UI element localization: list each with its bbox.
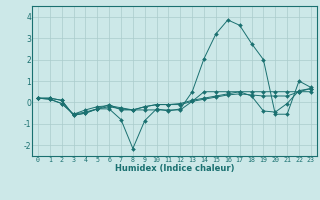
X-axis label: Humidex (Indice chaleur): Humidex (Indice chaleur): [115, 164, 234, 173]
